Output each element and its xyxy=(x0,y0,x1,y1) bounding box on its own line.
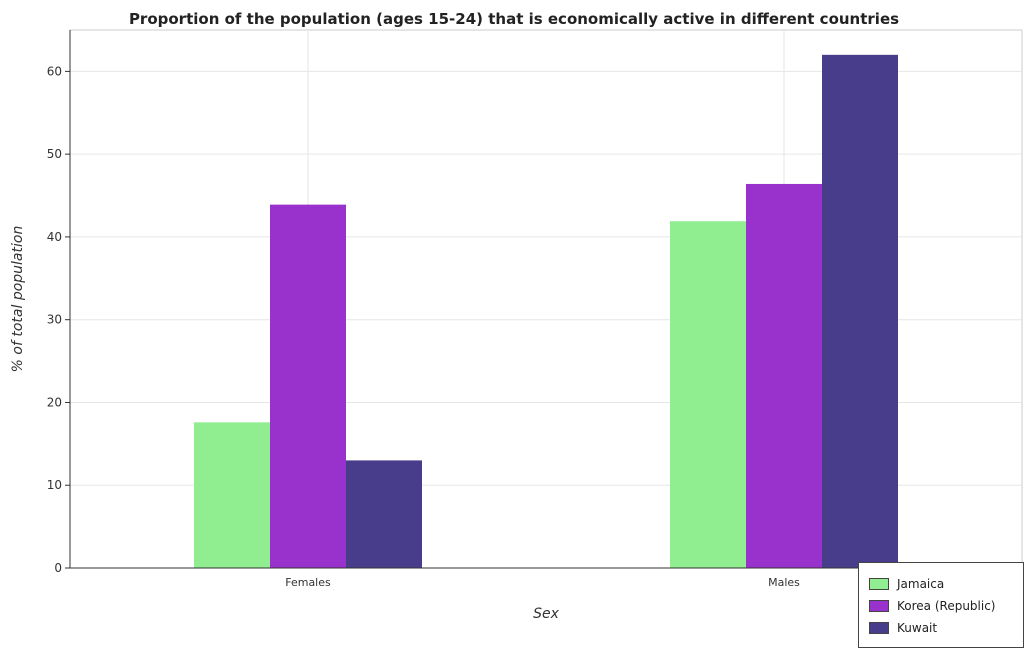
legend: Jamaica Korea (Republic) Kuwait xyxy=(858,562,1024,648)
bar-jamaica-males xyxy=(670,221,746,568)
legend-item-korea: Korea (Republic) xyxy=(869,597,995,615)
chart-title: Proportion of the population (ages 15-24… xyxy=(128,10,900,28)
legend-item-kuwait: Kuwait xyxy=(869,619,937,637)
y-tick-label: 50 xyxy=(47,147,62,161)
bar-korea-republic-males xyxy=(746,183,822,568)
bar-korea-republic-females xyxy=(270,204,346,569)
legend-label-jamaica: Jamaica xyxy=(897,577,945,591)
legend-item-jamaica: Jamaica xyxy=(869,575,944,593)
legend-label-kuwait: Kuwait xyxy=(897,621,938,635)
legend-label-korea: Korea (Republic) xyxy=(897,599,996,613)
y-tick-label: 40 xyxy=(47,230,62,244)
y-tick-label: 60 xyxy=(47,64,62,78)
y-tick-label: 20 xyxy=(47,395,62,409)
x-tick-label: Males xyxy=(768,576,800,589)
bar-kuwait-males xyxy=(822,54,898,569)
bar-jamaica-females xyxy=(194,422,270,568)
legend-swatch-korea xyxy=(869,600,889,612)
y-axis-label: % of total population xyxy=(10,226,26,373)
legend-swatch-kuwait xyxy=(869,622,889,634)
bar-kuwait-females xyxy=(346,460,422,568)
y-tick-label: 0 xyxy=(54,561,62,575)
legend-swatch-jamaica xyxy=(869,578,889,590)
x-tick-label: Females xyxy=(285,576,331,589)
y-tick-label: 30 xyxy=(47,313,62,327)
x-axis-label: Sex xyxy=(533,606,560,622)
y-tick-label: 10 xyxy=(47,478,62,492)
